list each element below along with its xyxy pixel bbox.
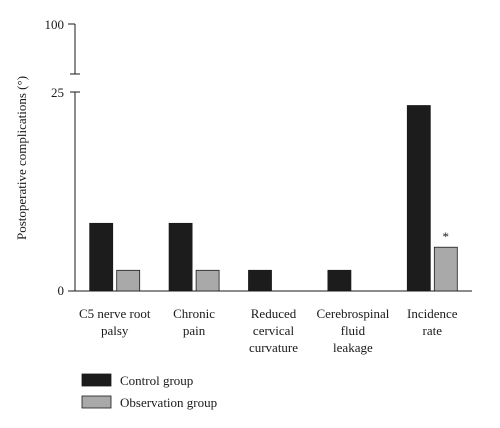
bar-s1-c1 [195,269,220,292]
legend-label-0: Control group [120,373,193,388]
bar-s0-c0 [89,222,114,292]
bar-s0-c3 [327,269,352,292]
significance-marker-0: * [443,229,450,244]
category-label-4: Incidence rate [407,306,458,338]
bars: * [89,105,458,292]
legend-swatch-1 [81,395,112,409]
y-axis-label: Postoperative complications (°) [14,76,29,240]
y-axis: 100 25 0 Postoperative complications (°) [14,17,80,298]
category-label-1: Chronic pain [173,306,215,338]
legend: Control group Observation group [81,373,217,410]
y-tick-label-100: 100 [45,17,65,32]
bar-s1-c4 [433,246,458,292]
category-label-2: Reduced cervical curvature [249,306,298,355]
y-tick-label-25: 25 [51,85,64,100]
legend-swatch-0 [81,373,112,387]
bar-s0-c2 [248,269,272,292]
category-label-0: C5 nerve root palsy [79,306,151,338]
bar-s0-c1 [168,222,193,292]
legend-label-1: Observation group [120,395,217,410]
y-tick-label-0: 0 [58,283,65,298]
category-label-3: Cerebrospinal fluid leakage [316,306,389,355]
category-labels: C5 nerve root palsy Chronic pain Reduced cerv… [79,306,458,355]
bar-s0-c4 [406,105,431,292]
bar-s1-c0 [116,269,141,292]
